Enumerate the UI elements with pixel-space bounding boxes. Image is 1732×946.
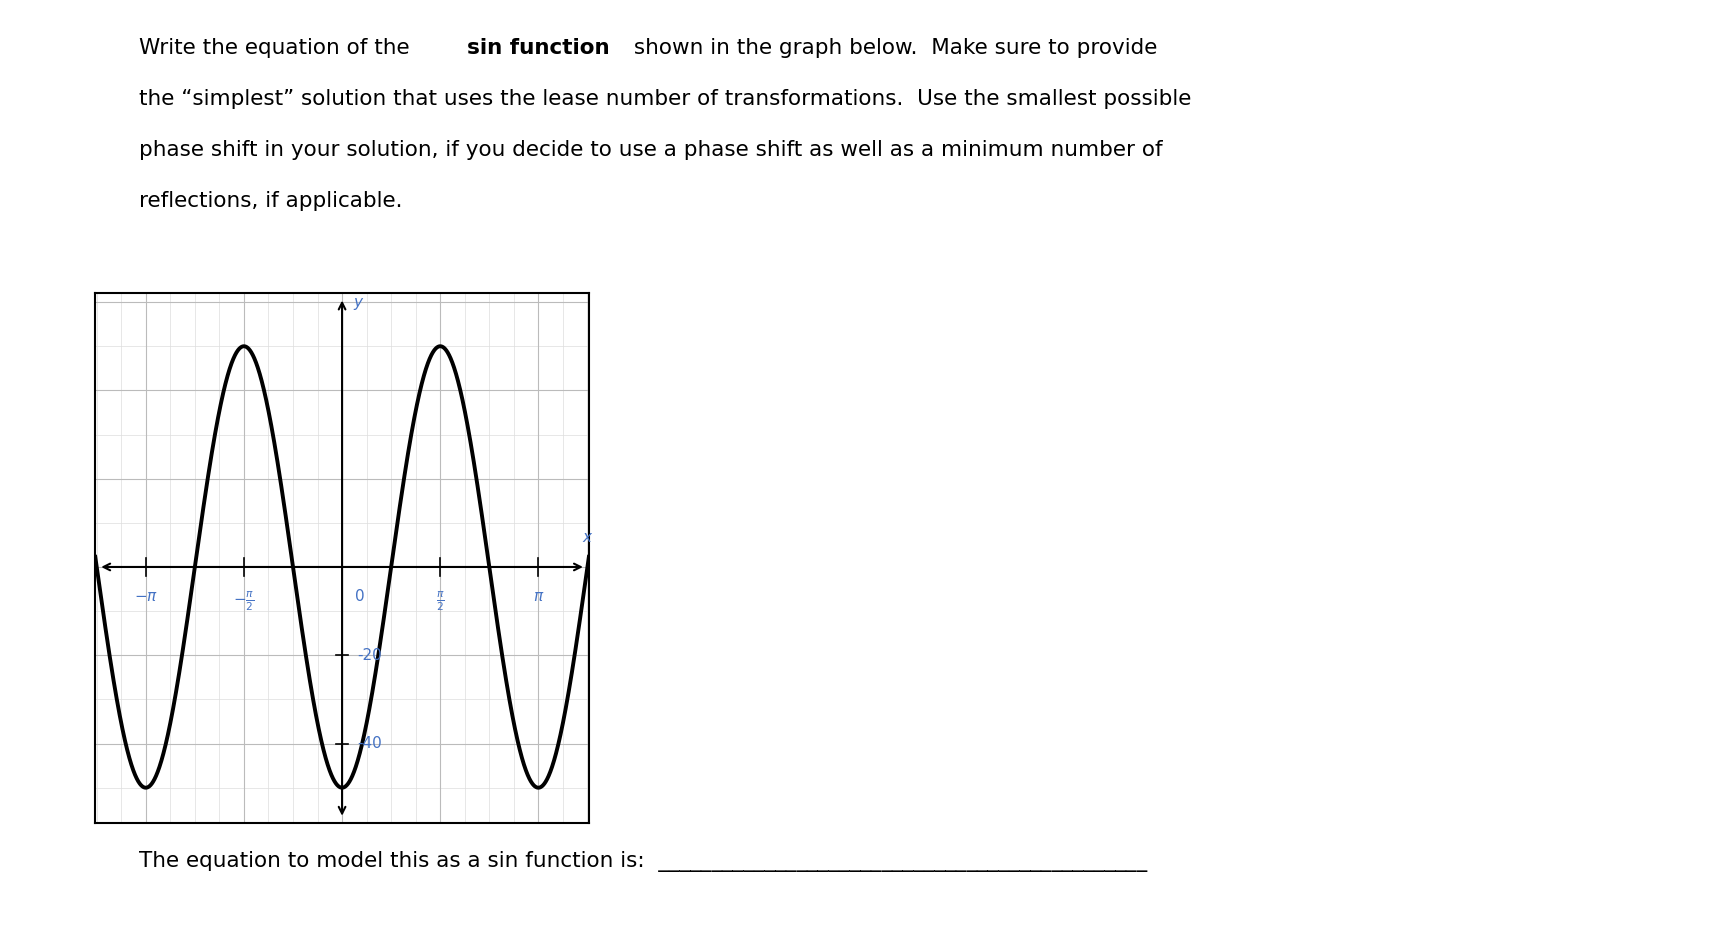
Text: Write the equation of the: Write the equation of the bbox=[139, 38, 416, 58]
Text: $\frac{\pi}{2}$: $\frac{\pi}{2}$ bbox=[436, 589, 445, 612]
Text: $-\pi$: $-\pi$ bbox=[133, 589, 158, 604]
Text: $\pi$: $\pi$ bbox=[533, 589, 544, 604]
Text: sin function: sin function bbox=[468, 38, 610, 58]
Text: The equation to model this as a sin function is:  ______________________________: The equation to model this as a sin func… bbox=[139, 851, 1147, 872]
Text: the “simplest” solution that uses the lease number of transformations.  Use the : the “simplest” solution that uses the le… bbox=[139, 89, 1192, 109]
Text: $-\frac{\pi}{2}$: $-\frac{\pi}{2}$ bbox=[234, 589, 255, 612]
Text: y: y bbox=[353, 295, 362, 310]
Text: 0: 0 bbox=[355, 589, 364, 604]
Text: shown in the graph below.  Make sure to provide: shown in the graph below. Make sure to p… bbox=[627, 38, 1157, 58]
Text: -40: -40 bbox=[359, 736, 383, 751]
Text: phase shift in your solution, if you decide to use a phase shift as well as a mi: phase shift in your solution, if you dec… bbox=[139, 140, 1162, 160]
Text: reflections, if applicable.: reflections, if applicable. bbox=[139, 191, 402, 211]
Text: x: x bbox=[582, 530, 592, 545]
Text: -20: -20 bbox=[359, 648, 383, 663]
